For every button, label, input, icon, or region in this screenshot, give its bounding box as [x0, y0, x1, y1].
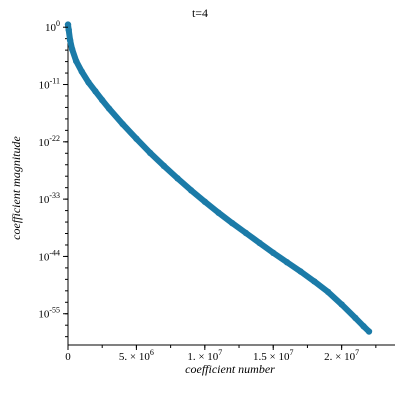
x-tick-label: 0: [65, 351, 71, 363]
y-axis-label: coefficient magnitude: [9, 136, 23, 240]
data-point: [229, 219, 236, 227]
data-point: [360, 323, 367, 330]
y-tick-label: 10-11: [39, 77, 60, 92]
data-point: [160, 162, 167, 169]
data-point: [256, 239, 263, 247]
y-tick-label: 10-22: [38, 134, 60, 149]
data-point: [187, 187, 195, 194]
x-tick-label: 1.5 × 107: [253, 348, 293, 363]
x-tick-label: 1. × 107: [187, 348, 222, 363]
y-tick-label: 10-44: [38, 248, 60, 263]
data-point: [85, 79, 92, 86]
data-point: [68, 45, 76, 53]
x-tick-label: 2. × 107: [324, 348, 359, 363]
data-point: [65, 26, 72, 33]
data-point: [242, 229, 250, 237]
data-point: [270, 249, 277, 256]
data-point: [66, 37, 74, 44]
y-axis-ticks: 100 10-11 10-22 10-33 10-44 10-55: [38, 19, 68, 321]
data-point: [119, 120, 126, 128]
y-tick-label: 10-33: [38, 191, 60, 206]
data-point: [324, 288, 332, 296]
data-point: [73, 57, 80, 65]
data-point: [133, 135, 140, 142]
data-point: [201, 198, 208, 205]
data-point: [215, 209, 222, 216]
data-point: [105, 105, 113, 112]
data-point: [352, 314, 359, 322]
data-point: [365, 328, 373, 335]
x-axis-label: coefficient number: [185, 362, 275, 376]
chart-title: t=4: [192, 6, 208, 20]
data-point: [174, 175, 181, 182]
data-point: [311, 278, 318, 285]
data-point: [64, 21, 72, 28]
y-tick-label: 100: [45, 19, 60, 34]
axes: [65, 22, 395, 348]
data-point: [92, 88, 99, 95]
data-curve: [65, 21, 372, 335]
data-point: [283, 259, 291, 266]
data-point: [297, 268, 304, 275]
data-series: [64, 21, 373, 335]
data-point: [78, 68, 85, 75]
x-axis-ticks: 0 5. × 106 1. × 107 1.5 × 107 2. × 107: [65, 345, 359, 363]
y-tick-label: 10-55: [38, 306, 60, 321]
data-point: [338, 301, 345, 308]
x-tick-label: 5. × 106: [119, 348, 154, 363]
data-point: [99, 96, 106, 104]
data-point: [146, 149, 154, 156]
